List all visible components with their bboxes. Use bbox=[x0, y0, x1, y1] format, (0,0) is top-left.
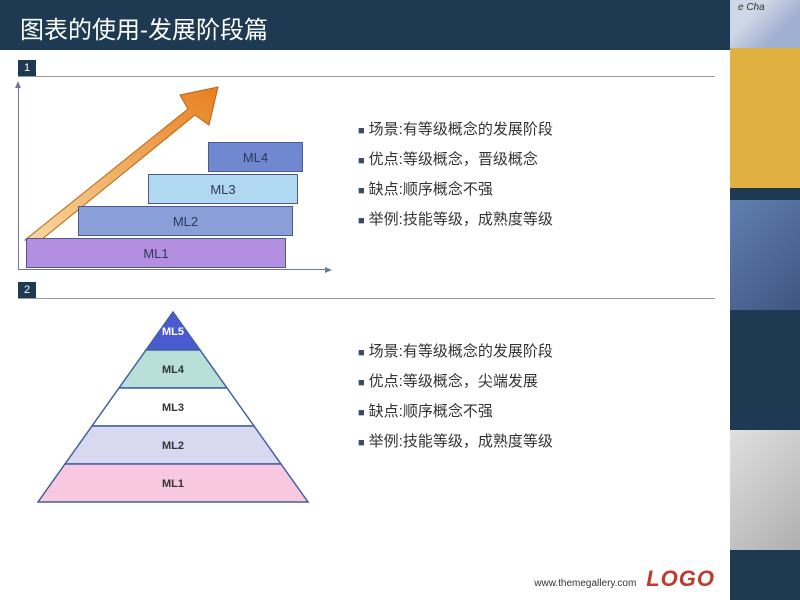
bullet-item: 优点:等级概念，晋级概念 bbox=[358, 145, 715, 175]
decorative-photo-2 bbox=[730, 430, 800, 550]
bullet-list-2: 场景:有等级概念的发展阶段优点:等级概念，尖端发展缺点:顺序概念不强举例:技能等… bbox=[358, 307, 715, 507]
pyramid-canvas: ML5 ML4 ML3 ML2 ML1 bbox=[18, 307, 328, 507]
stair-level: ML4 bbox=[208, 142, 303, 172]
pyramid-svg: ML5 ML4 ML3 ML2 ML1 bbox=[18, 307, 328, 507]
staircase-diagram: ML1ML2ML3ML4 bbox=[18, 85, 328, 270]
section-number-badge: 2 bbox=[18, 282, 36, 298]
pyramid-label: ML3 bbox=[162, 402, 184, 414]
stair-level: ML3 bbox=[148, 174, 298, 204]
bullet-item: 缺点:顺序概念不强 bbox=[358, 397, 715, 427]
arrow-right-icon bbox=[325, 267, 332, 273]
decorative-photo-1 bbox=[730, 200, 800, 310]
footer: www.themegallery.com LOGO bbox=[534, 566, 715, 592]
chart-thumbnail bbox=[730, 0, 800, 48]
staircase-canvas: ML1ML2ML3ML4 bbox=[18, 85, 328, 270]
divider bbox=[18, 298, 715, 299]
pyramid-label: ML2 bbox=[162, 440, 184, 452]
footer-url: www.themegallery.com bbox=[534, 578, 636, 589]
page-title: 图表的使用-发展阶段篇 bbox=[0, 0, 730, 55]
stair-level: ML2 bbox=[78, 206, 293, 236]
bullet-item: 缺点:顺序概念不强 bbox=[358, 175, 715, 205]
pyramid-label: ML4 bbox=[162, 364, 185, 376]
bullet-item: 场景:有等级概念的发展阶段 bbox=[358, 115, 715, 145]
slide: 图表的使用-发展阶段篇 1 bbox=[0, 0, 800, 600]
yellow-block bbox=[730, 48, 800, 188]
pyramid-diagram: ML5 ML4 ML3 ML2 ML1 bbox=[18, 307, 328, 507]
section-2: 2 ML5 ML4 ML3 ML2 ML1 场景:有等级概念的发展阶段优点:等级概念，尖… bbox=[18, 282, 715, 507]
bullet-item: 举例:技能等级，成熟度等级 bbox=[358, 427, 715, 457]
bullet-item: 举例:技能等级，成熟度等级 bbox=[358, 205, 715, 235]
section-1: 1 bbox=[18, 60, 715, 270]
pyramid-label: ML1 bbox=[162, 478, 184, 490]
bullet-item: 优点:等级概念，尖端发展 bbox=[358, 367, 715, 397]
logo: LOGO bbox=[646, 566, 715, 591]
section-body: ML1ML2ML3ML4 场景:有等级概念的发展阶段优点:等级概念，晋级概念缺点… bbox=[18, 85, 715, 270]
bullet-item: 场景:有等级概念的发展阶段 bbox=[358, 337, 715, 367]
pyramid-label: ML5 bbox=[162, 326, 184, 338]
title-bar: 图表的使用-发展阶段篇 bbox=[0, 0, 730, 50]
section-body: ML5 ML4 ML3 ML2 ML1 场景:有等级概念的发展阶段优点:等级概念，尖端发… bbox=[18, 307, 715, 507]
content-area: 1 bbox=[0, 50, 800, 529]
bullet-list-1: 场景:有等级概念的发展阶段优点:等级概念，晋级概念缺点:顺序概念不强举例:技能等… bbox=[358, 85, 715, 270]
stair-level: ML1 bbox=[26, 238, 286, 268]
x-axis bbox=[18, 269, 328, 270]
